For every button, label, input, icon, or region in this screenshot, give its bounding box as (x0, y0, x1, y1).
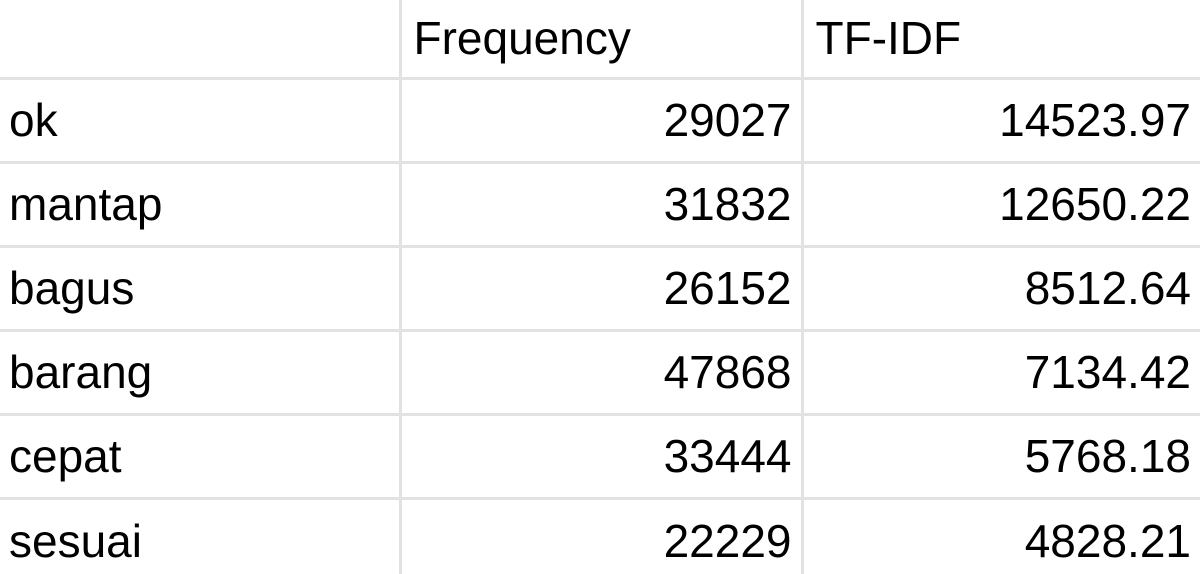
tfidf-cell[interactable]: 14523.97 (800, 76, 1200, 164)
header-row: Frequency TF-IDF (0, 0, 1200, 80)
frequency-cell[interactable]: 47868 (398, 328, 804, 416)
tfidf-cell[interactable]: 12650.22 (800, 160, 1200, 248)
header-cell-tfidf[interactable]: TF-IDF (800, 0, 1200, 80)
table-row: cepat 33444 5768.18 (0, 412, 1200, 500)
tfidf-cell[interactable]: 7134.42 (800, 328, 1200, 416)
tfidf-cell[interactable]: 4828.21 (800, 496, 1200, 574)
term-cell[interactable]: ok (0, 76, 402, 164)
frequency-cell[interactable]: 29027 (398, 76, 804, 164)
table-row: bagus 26152 8512.64 (0, 244, 1200, 332)
frequency-cell[interactable]: 22229 (398, 496, 804, 574)
frequency-cell[interactable]: 33444 (398, 412, 804, 500)
term-cell[interactable]: barang (0, 328, 402, 416)
term-cell[interactable]: sesuai (0, 496, 402, 574)
tfidf-cell[interactable]: 5768.18 (800, 412, 1200, 500)
frequency-cell[interactable]: 31832 (398, 160, 804, 248)
table-row: ok 29027 14523.97 (0, 76, 1200, 164)
tfidf-cell[interactable]: 8512.64 (800, 244, 1200, 332)
header-cell-frequency[interactable]: Frequency (398, 0, 804, 80)
term-cell[interactable]: mantap (0, 160, 402, 248)
table-row: barang 47868 7134.42 (0, 328, 1200, 416)
header-cell-term[interactable] (0, 0, 402, 80)
table-row: sesuai 22229 4828.21 (0, 496, 1200, 574)
term-cell[interactable]: bagus (0, 244, 402, 332)
term-cell[interactable]: cepat (0, 412, 402, 500)
frequency-cell[interactable]: 26152 (398, 244, 804, 332)
table-row: mantap 31832 12650.22 (0, 160, 1200, 248)
